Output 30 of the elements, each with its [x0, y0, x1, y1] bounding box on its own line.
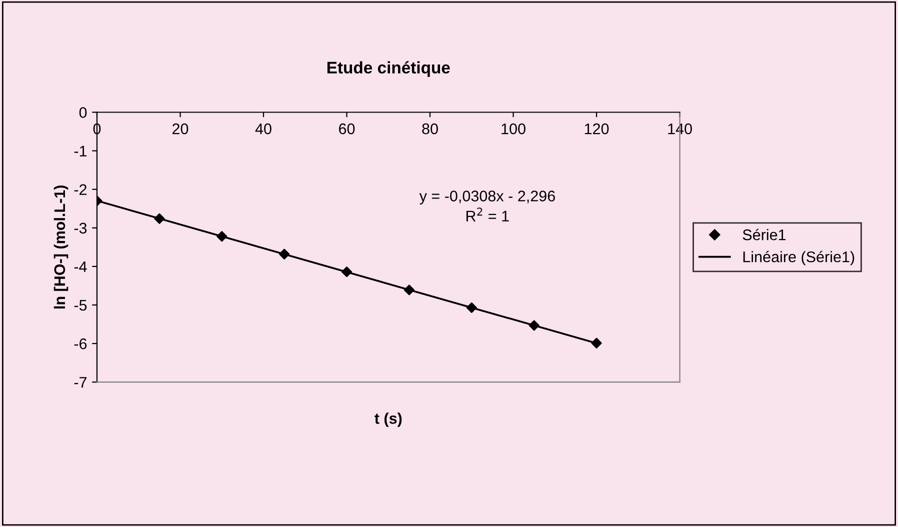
- x-tick-label: 40: [255, 123, 272, 134]
- x-axis-title: t (s): [374, 412, 402, 427]
- y-tick-label: -2: [74, 184, 86, 195]
- point: [528, 320, 540, 331]
- x-tick-label: 20: [172, 123, 188, 134]
- y-axis-title: ln [HO-] (mol.L-1): [54, 186, 68, 308]
- x-tick-label: 80: [422, 123, 438, 134]
- annotation: y = -0,0308x - 2,296: [419, 190, 555, 204]
- point: [154, 213, 165, 224]
- y-tick-label: -7: [74, 377, 86, 388]
- legend-label: Linéaire (Série1): [743, 250, 854, 266]
- y-tick-label: -1: [74, 146, 87, 156]
- chart-title: Etude cinétique: [327, 61, 450, 77]
- y-tick-label: -6: [74, 338, 87, 350]
- y-tick-label: -4: [74, 261, 87, 272]
- point: [466, 302, 477, 313]
- x-tick-label: 100: [502, 123, 526, 134]
- x-tick-label: 60: [339, 123, 355, 134]
- x-tick-label: 120: [584, 123, 609, 134]
- point: [216, 231, 228, 242]
- point: [404, 284, 414, 296]
- point: [279, 248, 290, 260]
- annotation: R$^{2}$ = 1: [466, 208, 509, 222]
- y-tick-label: 0: [79, 107, 87, 118]
- y-tick-label: -3: [74, 222, 87, 234]
- x-tick-label: 140: [668, 123, 692, 134]
- legend-label: Série1: [742, 228, 786, 240]
- y-tick-label: -5: [74, 300, 87, 311]
- point: [341, 266, 352, 278]
- point: [591, 338, 602, 348]
